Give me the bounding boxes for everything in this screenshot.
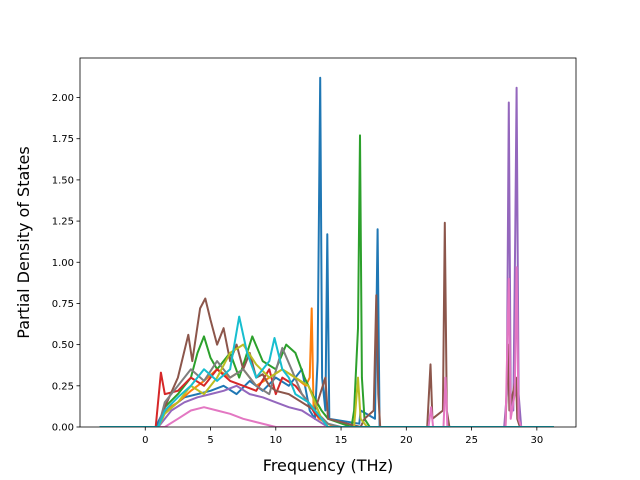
x-tick-label: 10 — [269, 435, 282, 446]
x-tick-label: 20 — [400, 435, 413, 446]
x-axis-ticks: 0 5 10 15 20 25 30 — [142, 427, 543, 446]
y-tick-label: 1.75 — [52, 134, 74, 145]
y-tick-label: 1.25 — [52, 217, 74, 228]
x-tick-label: 0 — [142, 435, 148, 446]
y-tick-label: 1.50 — [52, 175, 74, 186]
x-axis-label: Frequency (THz) — [263, 456, 393, 475]
y-tick-label: 1.00 — [52, 258, 74, 269]
series-line-10 — [99, 315, 554, 427]
y-tick-label: 0.00 — [52, 423, 74, 434]
axes-frame — [79, 57, 577, 428]
x-tick-label: 25 — [465, 435, 478, 446]
y-axis-ticks: 0.00 0.25 0.50 0.75 1.00 1.25 1.50 1.75 2.00 — [52, 93, 80, 434]
series-line-7 — [99, 266, 554, 427]
y-tick-label: 2.00 — [52, 93, 74, 104]
y-tick-label: 0.50 — [52, 340, 74, 351]
x-tick-label: 15 — [335, 435, 348, 446]
x-tick-label: 5 — [207, 435, 213, 446]
series-line-5 — [99, 86, 554, 427]
series-layer — [99, 76, 554, 427]
y-tick-label: 0.75 — [52, 299, 74, 310]
series-line-9 — [99, 343, 554, 427]
series-line-6 — [99, 221, 554, 427]
y-axis-label: Partial Density of States — [14, 146, 33, 338]
series-line-1 — [99, 76, 554, 427]
x-tick-label: 30 — [530, 435, 543, 446]
y-tick-label: 0.25 — [52, 381, 74, 392]
series-line-3 — [99, 134, 554, 427]
series-line-4 — [99, 368, 554, 427]
